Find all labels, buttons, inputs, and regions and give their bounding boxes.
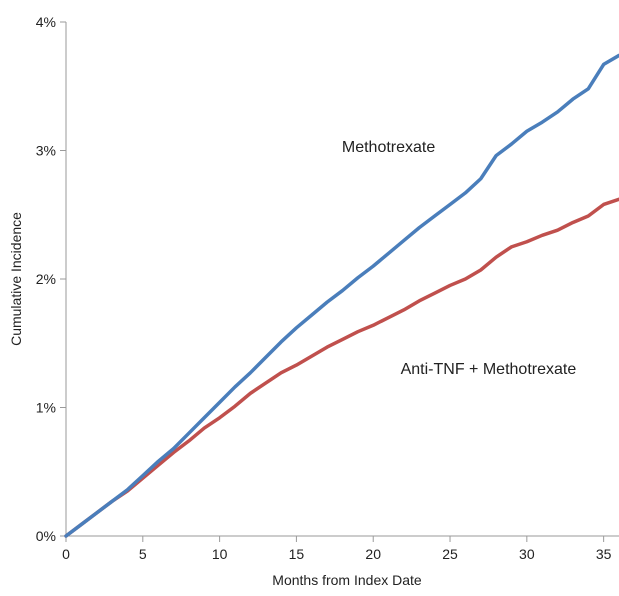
y-tick-label: 1% bbox=[36, 400, 56, 416]
x-tick-label: 5 bbox=[139, 546, 147, 562]
x-ticks: 0 5 10 15 20 25 30 35 bbox=[62, 536, 612, 562]
anti-tnf-methotrexate-label: Anti-TNF + Methotrexate bbox=[401, 361, 577, 378]
series-layer bbox=[64, 53, 619, 538]
x-tick-label: 30 bbox=[519, 546, 535, 562]
y-axis-label: Cumulative Incidence bbox=[8, 212, 24, 346]
y-ticks: 0% 1% 2% 3% 4% bbox=[36, 14, 66, 544]
annotation-layer: Methotrexate Anti-TNF + Methotrexate bbox=[342, 139, 576, 378]
y-tick-label: 3% bbox=[36, 143, 56, 159]
y-tick-label: 0% bbox=[36, 528, 56, 544]
y-tick-label: 4% bbox=[36, 14, 56, 30]
x-tick-label: 15 bbox=[289, 546, 305, 562]
axes bbox=[65, 22, 619, 537]
x-tick-label: 20 bbox=[365, 546, 381, 562]
series-line-methotrexate bbox=[64, 53, 619, 538]
y-tick-label: 2% bbox=[36, 271, 56, 287]
x-tick-label: 35 bbox=[596, 546, 612, 562]
x-tick-label: 0 bbox=[62, 546, 70, 562]
x-tick-label: 10 bbox=[212, 546, 228, 562]
methotrexate-label: Methotrexate bbox=[342, 139, 435, 156]
x-axis-label: Months from Index Date bbox=[272, 572, 422, 588]
series-line-anti-tnf-methotrexate bbox=[64, 197, 619, 538]
x-tick-label: 25 bbox=[442, 546, 458, 562]
